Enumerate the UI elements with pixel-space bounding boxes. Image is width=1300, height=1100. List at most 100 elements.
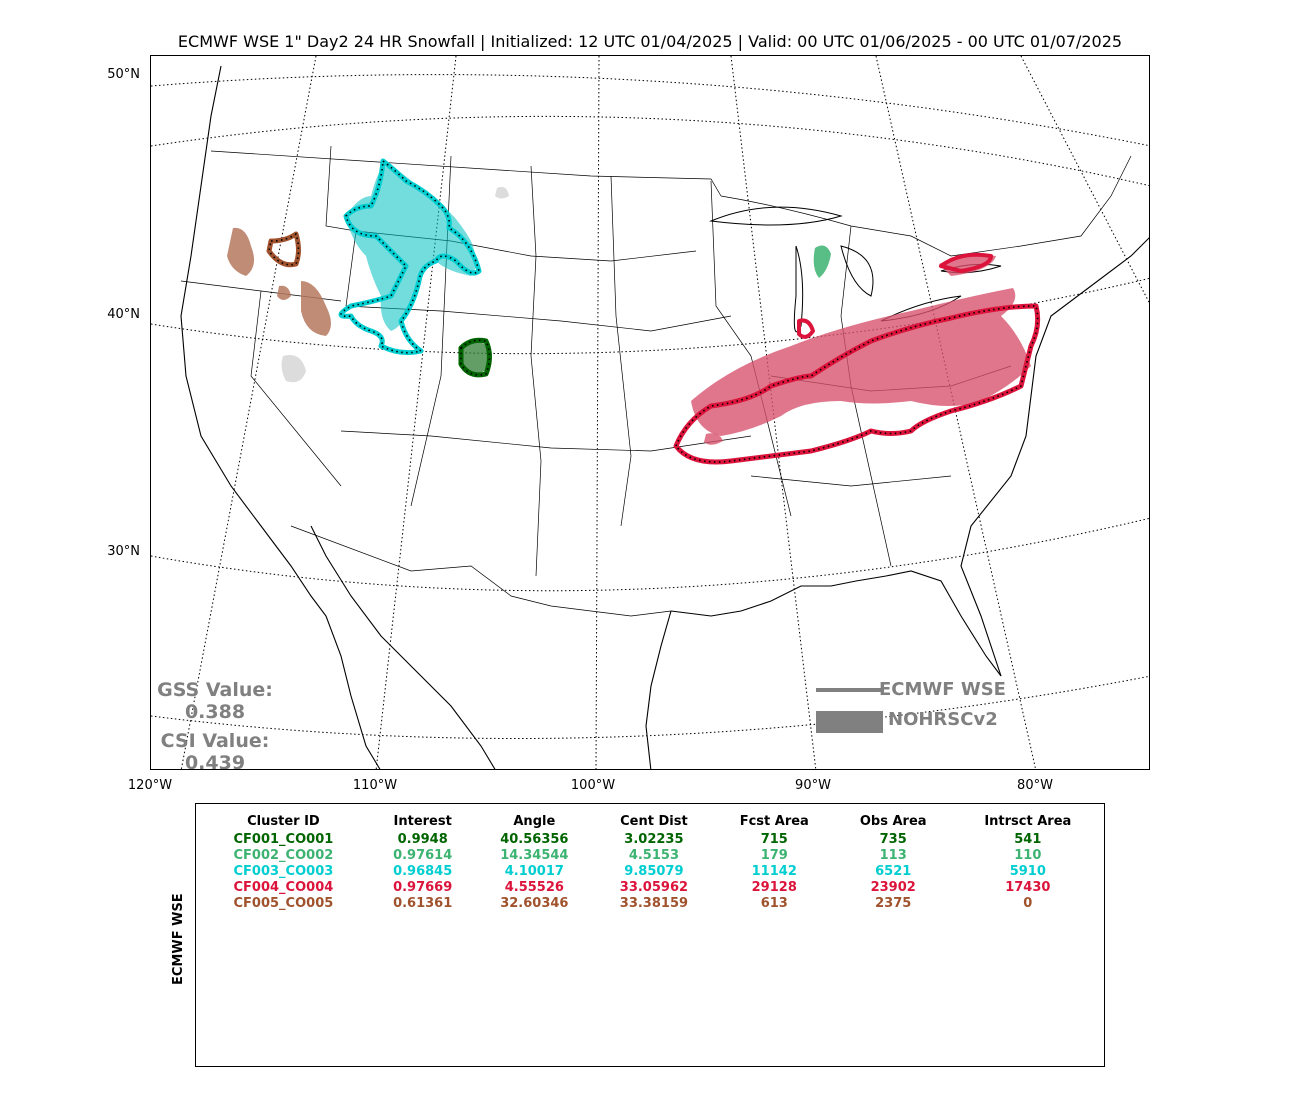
table-cell: 0.96845 xyxy=(393,864,453,879)
mexico-border xyxy=(290,525,672,617)
baja-peninsula xyxy=(310,525,496,769)
graticule xyxy=(151,56,1149,769)
lat-line-30 xyxy=(151,517,1149,592)
table-cell: 4.10017 xyxy=(504,864,564,879)
table-cell: CF003_CO003 xyxy=(233,864,334,879)
table-cell: CF002_CO002 xyxy=(233,848,334,863)
cf005-forecast xyxy=(266,231,301,268)
unmatched-observed-1 xyxy=(281,355,306,383)
lake-huron xyxy=(840,245,874,297)
gss-score: GSS Value: 0.388 xyxy=(151,679,285,723)
table-cell: 541 xyxy=(1014,832,1042,847)
table-cell: 3.02235 xyxy=(624,832,684,847)
col-header-fcst-area: Fcst Area xyxy=(739,814,809,829)
mexico-gulf-coast xyxy=(645,610,672,769)
state-border-nevada xyxy=(250,290,342,487)
lon-label-110: 110°W xyxy=(352,778,398,793)
table-row: CF001_CO001 0.9948 40.56356 3.02235 715 735 54… xyxy=(196,832,1104,848)
table-cell: 179 xyxy=(760,848,788,863)
cf004-observed-small-1 xyxy=(939,254,996,276)
lat-label-50: 50°N xyxy=(107,67,140,82)
col-header-intrsct-area: Intrsct Area xyxy=(984,814,1072,829)
cf001-observed xyxy=(461,342,492,374)
lon-line-120 xyxy=(180,56,317,769)
table-cell: 0.9948 xyxy=(397,832,448,847)
unmatched-observed-2 xyxy=(495,187,509,199)
state-border-south xyxy=(750,475,952,487)
lon-label-80: 80°W xyxy=(1017,778,1053,793)
cluster-stats-table: Cluster ID Interest Angle Cent Dist Fcst… xyxy=(196,814,1104,912)
table-cell: 0.61361 xyxy=(393,896,453,911)
lon-label-90: 90°W xyxy=(795,778,831,793)
cluster-stats-panel: Cluster ID Interest Angle Cent Dist Fcst… xyxy=(195,803,1105,1067)
lon-label-120: 120°W xyxy=(127,778,173,793)
table-cell: 113 xyxy=(879,848,907,863)
table-cell: 17430 xyxy=(1005,880,1051,895)
table-row: CF003_CO003 0.96845 4.10017 9.85079 11142 652… xyxy=(196,864,1104,880)
table-cell: 14.34544 xyxy=(500,848,569,863)
lon-line-80 xyxy=(875,56,1037,769)
table-side-label: ECMWF WSE xyxy=(171,893,186,985)
table-cell: 23902 xyxy=(870,880,916,895)
csi-value: 0.439 xyxy=(184,752,246,770)
lon-line-70 xyxy=(1020,56,1149,304)
pacific-coast xyxy=(180,65,381,769)
lat-label-30: 30°N xyxy=(107,544,140,559)
gss-value: 0.388 xyxy=(184,701,246,723)
cf005-observed-1 xyxy=(227,227,255,276)
table-cell: 0 xyxy=(1023,896,1033,911)
forecast-dots xyxy=(268,159,1039,463)
table-row: CF002_CO002 0.97614 14.34544 4.5153 179 113 11… xyxy=(196,848,1104,864)
cf004-forecast-small-1 xyxy=(939,252,993,273)
legend-observed-label: NOHRSCv2 xyxy=(888,709,998,730)
table-cell: 110 xyxy=(1014,848,1042,863)
table-cell: 33.38159 xyxy=(619,896,689,911)
table-cell: 29128 xyxy=(751,880,797,895)
table-cell: 5910 xyxy=(1009,864,1046,879)
lat-line-47 xyxy=(151,115,1149,187)
col-header-cent-dist: Cent Dist xyxy=(620,814,688,829)
great-lakes-border xyxy=(720,155,1132,257)
table-cell: 40.56356 xyxy=(500,832,569,847)
gss-label: GSS Value: xyxy=(157,679,273,701)
table-cell: 0.97669 xyxy=(393,880,453,895)
table-row: CF004_CO004 0.97669 4.55526 33.05962 29128 23… xyxy=(196,880,1104,896)
cf002-observed xyxy=(813,245,831,278)
table-cell: 715 xyxy=(760,832,788,847)
table-cell: 6521 xyxy=(875,864,912,879)
table-cell: 32.60346 xyxy=(500,896,569,911)
col-header-obs-area: Obs Area xyxy=(859,814,927,829)
legend-observed-swatch xyxy=(816,711,883,733)
table-cell: 11142 xyxy=(751,864,797,879)
map-canvas xyxy=(151,56,1149,769)
col-header-interest: Interest xyxy=(393,814,452,829)
table-cell: 4.5153 xyxy=(628,848,679,863)
lon-line-100 xyxy=(595,56,600,769)
table-cell: CF001_CO001 xyxy=(233,832,334,847)
csi-score: CSI Value: 0.439 xyxy=(151,730,285,770)
atlantic-coast xyxy=(960,237,1149,677)
table-cell: 0.97614 xyxy=(393,848,453,863)
table-cell: 613 xyxy=(760,896,788,911)
map-title: ECMWF WSE 1" Day2 24 HR Snowfall | Initi… xyxy=(177,32,1123,51)
state-border-row3 xyxy=(340,430,752,452)
lake-superior xyxy=(709,206,843,226)
table-cell: 2375 xyxy=(875,896,912,911)
table-body: CF001_CO001 0.9948 40.56356 3.02235 715 735 54… xyxy=(196,832,1104,912)
table-row: CF005_CO005 0.61361 32.60346 33.38159 613 237… xyxy=(196,896,1104,912)
canada-border xyxy=(210,150,722,197)
col-header-angle: Angle xyxy=(513,814,556,829)
cf004-observed-small-2 xyxy=(704,433,723,445)
coastlines xyxy=(180,65,1149,769)
state-border-idaho xyxy=(325,145,357,307)
csi-label: CSI Value: xyxy=(160,730,270,752)
table-header-row: Cluster ID Interest Angle Cent Dist Fcst… xyxy=(196,814,1104,832)
lat-line-50 xyxy=(151,74,1149,147)
table-cell: 735 xyxy=(879,832,907,847)
table-cell: CF004_CO004 xyxy=(233,880,334,895)
state-border-col3 xyxy=(610,175,632,527)
state-border-col2 xyxy=(530,165,542,577)
cf004-forecast-small-2 xyxy=(797,318,815,339)
table-cell: CF005_CO005 xyxy=(233,896,334,911)
lon-label-100: 100°W xyxy=(570,778,616,793)
